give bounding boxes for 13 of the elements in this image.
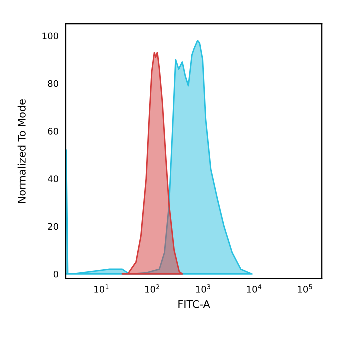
y-tick-label: 80 bbox=[48, 80, 58, 88]
x-axis-title: FITC-A bbox=[178, 300, 210, 308]
y-tick-label: 20 bbox=[48, 223, 58, 230]
x-tick-label: 10$^{1}$ bbox=[94, 284, 109, 293]
y-tick-label: 0 bbox=[54, 270, 58, 278]
y-tick-label: 40 bbox=[48, 176, 58, 182]
y-tick-label: 100 bbox=[42, 32, 58, 40]
x-tick-label: 10$^{5}$ bbox=[298, 284, 312, 293]
y-tick-label: 60 bbox=[48, 128, 58, 135]
y-axis-title: Normalized To Mode bbox=[18, 100, 26, 204]
x-tick-label: 10$^{2}$ bbox=[146, 284, 160, 293]
x-tick-label: 10$^{3}$ bbox=[196, 284, 211, 293]
x-tick-label: 10$^{4}$ bbox=[247, 284, 262, 293]
